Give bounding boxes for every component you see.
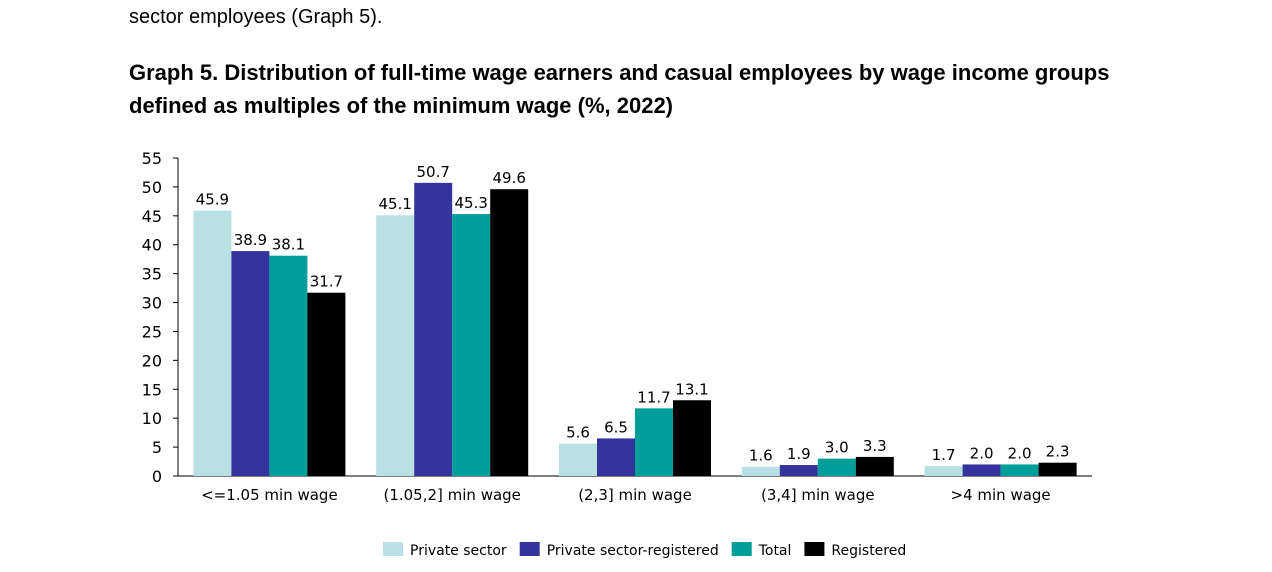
y-tick-label: 30 — [142, 294, 162, 313]
bar — [269, 255, 308, 476]
bar — [1038, 462, 1077, 476]
y-tick-label: 10 — [142, 409, 162, 428]
data-label: 3.0 — [825, 439, 849, 457]
y-tick-label: 20 — [142, 351, 162, 370]
legend-label: Total — [758, 543, 792, 559]
data-label: 2.0 — [970, 444, 994, 462]
data-label: 1.9 — [787, 445, 811, 463]
x-tick-label: >4 min wage — [951, 486, 1051, 504]
data-label: 2.0 — [1008, 444, 1032, 462]
x-tick-label: <=1.05 min wage — [201, 486, 338, 504]
y-tick-label: 50 — [142, 178, 162, 197]
bar — [1000, 464, 1039, 476]
bar — [962, 464, 1001, 476]
bar — [855, 456, 894, 476]
bar — [307, 292, 346, 476]
x-tick-label: (2,3] min wage — [578, 486, 692, 504]
data-label: 11.7 — [637, 388, 670, 406]
data-label: 31.7 — [310, 273, 343, 291]
x-tick-label: (3,4] min wage — [761, 486, 875, 504]
data-label: 2.3 — [1046, 443, 1070, 461]
legend-swatch — [731, 542, 752, 556]
bar — [414, 182, 453, 476]
paragraph-text: sector employees (Graph 5). — [129, 6, 383, 28]
bar — [817, 458, 856, 476]
x-tick-label: (1.05,2] min wage — [383, 486, 520, 504]
legend-label: Private sector-registered — [547, 543, 719, 559]
legend-swatch — [383, 542, 403, 556]
data-label: 13.1 — [675, 380, 708, 398]
bar — [741, 466, 780, 476]
data-label: 5.6 — [566, 424, 590, 442]
data-label: 45.1 — [378, 195, 411, 213]
data-label: 38.1 — [272, 236, 305, 254]
bar — [376, 215, 415, 477]
y-tick-label: 45 — [142, 207, 162, 226]
legend-label: Registered — [831, 543, 906, 559]
data-label: 49.6 — [492, 169, 525, 187]
y-tick-label: 40 — [142, 236, 162, 255]
y-tick-label: 0 — [152, 467, 162, 486]
bar — [597, 438, 635, 476]
data-label: 50.7 — [416, 163, 449, 181]
y-tick-label: 15 — [142, 380, 162, 399]
bar — [779, 465, 818, 476]
y-tick-label: 35 — [142, 265, 162, 284]
legend-label: Private sector — [410, 543, 507, 559]
bar — [635, 408, 673, 476]
chart-title: Graph 5. Distribution of full-time wage … — [129, 60, 1110, 118]
data-label: 6.5 — [604, 418, 628, 436]
data-label: 1.7 — [932, 446, 956, 464]
bar — [193, 210, 232, 476]
data-label: 3.3 — [863, 437, 887, 455]
legend-swatch — [519, 542, 540, 556]
bar — [452, 214, 491, 477]
data-label: 45.3 — [454, 194, 487, 212]
bar — [490, 189, 529, 477]
legend-swatch — [804, 542, 825, 556]
bar — [924, 466, 963, 476]
bar — [673, 400, 711, 476]
bar — [231, 251, 270, 476]
y-tick-label: 5 — [152, 438, 162, 457]
data-label: 1.6 — [749, 447, 773, 465]
data-label: 45.9 — [196, 191, 229, 209]
bar — [559, 443, 597, 476]
y-tick-label: 55 — [142, 149, 162, 168]
y-tick-label: 25 — [142, 322, 162, 341]
data-label: 38.9 — [234, 231, 267, 249]
